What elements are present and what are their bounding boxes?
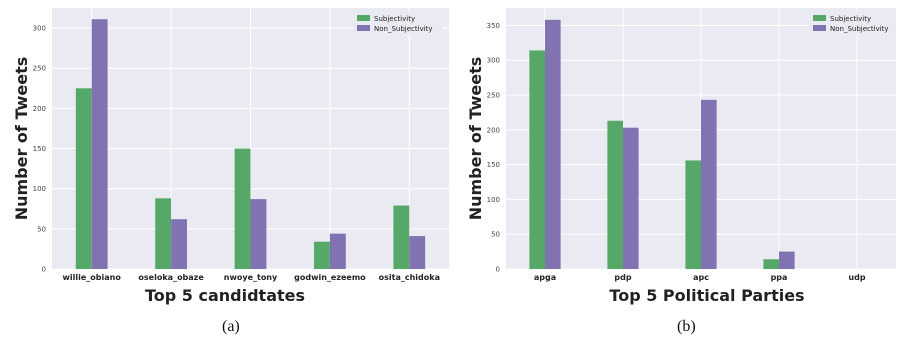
y-tick-label: 0 bbox=[42, 266, 46, 274]
y-tick-label: 50 bbox=[37, 225, 46, 233]
x-tick-label: godwin_ezeemo bbox=[294, 273, 366, 282]
x-tick-label: osita_chidoka bbox=[379, 273, 440, 282]
legend: Subjectivity Non_Subjectivity bbox=[810, 12, 896, 34]
legend-swatch bbox=[357, 25, 370, 31]
x-tick-label: apc bbox=[693, 273, 709, 282]
legend-swatch bbox=[813, 15, 826, 21]
y-tick-label: 250 bbox=[33, 65, 46, 73]
x-axis-label: Top 5 candidtates bbox=[145, 286, 305, 305]
y-tick-label: 200 bbox=[33, 105, 46, 113]
x-tick-label: apga bbox=[534, 273, 556, 282]
bar-non-subjectivity bbox=[623, 127, 639, 269]
bar-subjectivity bbox=[75, 88, 92, 269]
x-tick-label: oseloka_obaze bbox=[138, 273, 204, 282]
y-tick-label: 200 bbox=[487, 126, 500, 134]
bar-subjectivity bbox=[393, 205, 410, 269]
y-tick-label: 100 bbox=[487, 196, 500, 204]
y-tick-label: 300 bbox=[487, 57, 500, 65]
x-tick-label: nwoye_tony bbox=[224, 273, 278, 282]
bar-subjectivity bbox=[155, 198, 172, 269]
caption-b: (b) bbox=[677, 318, 696, 335]
legend-box bbox=[810, 12, 896, 34]
y-axis-label: Number of Tweets bbox=[12, 57, 31, 221]
legend-label: Subjectivity bbox=[830, 15, 871, 23]
caption-a: (a) bbox=[222, 318, 240, 335]
legend-label: Non_Subjectivity bbox=[830, 25, 889, 33]
bar-subjectivity bbox=[529, 50, 545, 270]
bar-non-subjectivity bbox=[409, 236, 426, 269]
legend-box bbox=[354, 12, 442, 34]
x-tick-label: ppa bbox=[771, 273, 788, 282]
bar-non-subjectivity bbox=[701, 99, 717, 269]
legend-swatch bbox=[813, 25, 826, 31]
bar-non-subjectivity bbox=[91, 19, 108, 270]
bar-non-subjectivity bbox=[329, 233, 346, 269]
bar-subjectivity bbox=[685, 160, 701, 269]
y-tick-label: 50 bbox=[491, 231, 500, 239]
bar-non-subjectivity bbox=[171, 219, 187, 269]
x-tick-label: pdp bbox=[614, 273, 631, 282]
legend-label: Non_Subjectivity bbox=[374, 25, 433, 33]
bar-non-subjectivity bbox=[545, 19, 561, 269]
y-tick-label: 150 bbox=[33, 145, 46, 153]
legend: Subjectivity Non_Subjectivity bbox=[354, 12, 442, 34]
legend-label: Subjectivity bbox=[374, 15, 415, 23]
y-axis-label: Number of Tweets bbox=[466, 57, 485, 221]
y-tick-label: 150 bbox=[487, 161, 500, 169]
y-tick-label: 300 bbox=[33, 25, 46, 33]
x-tick-label: willie_obiano bbox=[63, 273, 122, 282]
bar-non-subjectivity bbox=[250, 199, 267, 269]
bar-subjectivity bbox=[234, 148, 251, 269]
bar-non-subjectivity bbox=[779, 251, 795, 269]
bar-subjectivity bbox=[314, 241, 330, 269]
y-tick-label: 250 bbox=[487, 92, 500, 100]
y-tick-label: 0 bbox=[496, 266, 500, 274]
y-tick-label: 100 bbox=[33, 185, 46, 193]
x-axis-label: Top 5 Political Parties bbox=[609, 286, 804, 305]
x-tick-label: udp bbox=[848, 273, 865, 282]
legend-swatch bbox=[357, 15, 370, 21]
y-tick-label: 350 bbox=[487, 22, 500, 30]
bar-subjectivity bbox=[607, 120, 623, 269]
chart-parties: 0 50 100 150 200 250 300 350 apga pdp apc ppa udp Top… bbox=[466, 8, 896, 305]
chart-candidates: 0 50 100 150 200 250 300 willie_obiano oseloka_o… bbox=[12, 8, 449, 305]
bar-subjectivity bbox=[763, 259, 779, 269]
